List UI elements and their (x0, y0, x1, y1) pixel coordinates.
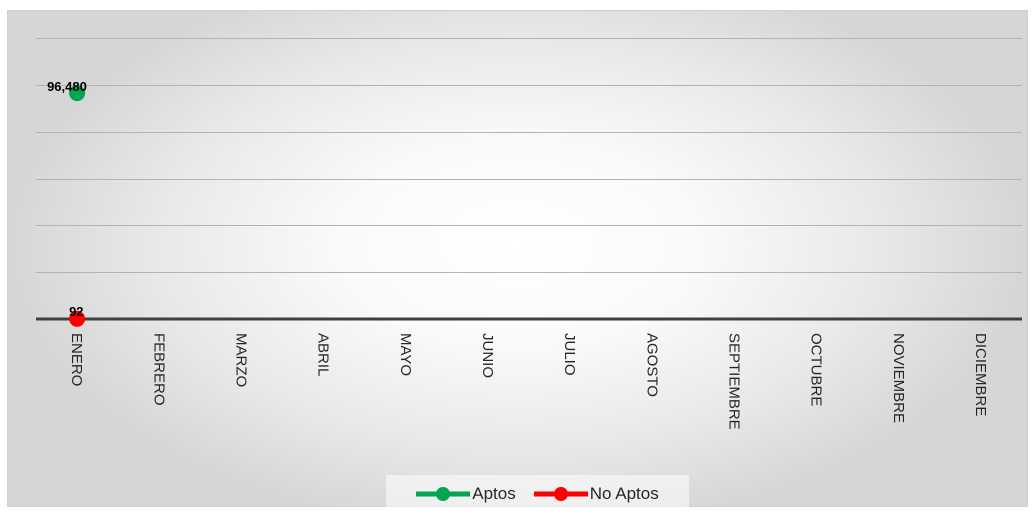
legend-swatch (533, 487, 588, 501)
x-tick-label: JUNIO (479, 333, 496, 378)
x-tick-label: AGOSTO (643, 333, 660, 397)
legend-label: No Aptos (589, 484, 659, 503)
data-point (69, 310, 86, 327)
legend-swatch (416, 487, 471, 501)
data-label: 92 (69, 304, 83, 319)
x-tick-label: FEBRERO (150, 333, 167, 406)
x-tick-label: ABRIL (315, 333, 332, 376)
x-tick-label: OCTUBRE (808, 333, 825, 406)
legend-label: Aptos (472, 484, 516, 503)
x-tick-label: JULIO (561, 333, 578, 376)
x-tick-label: ENERO (68, 333, 85, 386)
legend-entry: Aptos (416, 484, 516, 504)
line-chart: ENERO FEBRERO MARZO ABRIL MAYO JUNIO JULIO AGOS… (36, 38, 1022, 430)
x-tick-label: DICIEMBRE (972, 333, 989, 416)
data-label: 96,480 (47, 79, 87, 94)
x-tick-label: NOVIEMBRE (890, 333, 907, 423)
legend: Aptos No Aptos (386, 475, 689, 513)
legend-swatch-marker (553, 487, 568, 501)
x-tick-label: MAYO (397, 333, 414, 376)
data-point (69, 85, 86, 102)
chart-area: ENERO FEBRERO MARZO ABRIL MAYO JUNIO JULIO AGOS… (7, 10, 1028, 513)
legend-entry: No Aptos (533, 484, 659, 504)
x-tick-label: MARZO (232, 333, 249, 387)
legend-swatch-marker (436, 487, 451, 501)
x-tick-label: SEPTIEMBRE (725, 333, 742, 430)
